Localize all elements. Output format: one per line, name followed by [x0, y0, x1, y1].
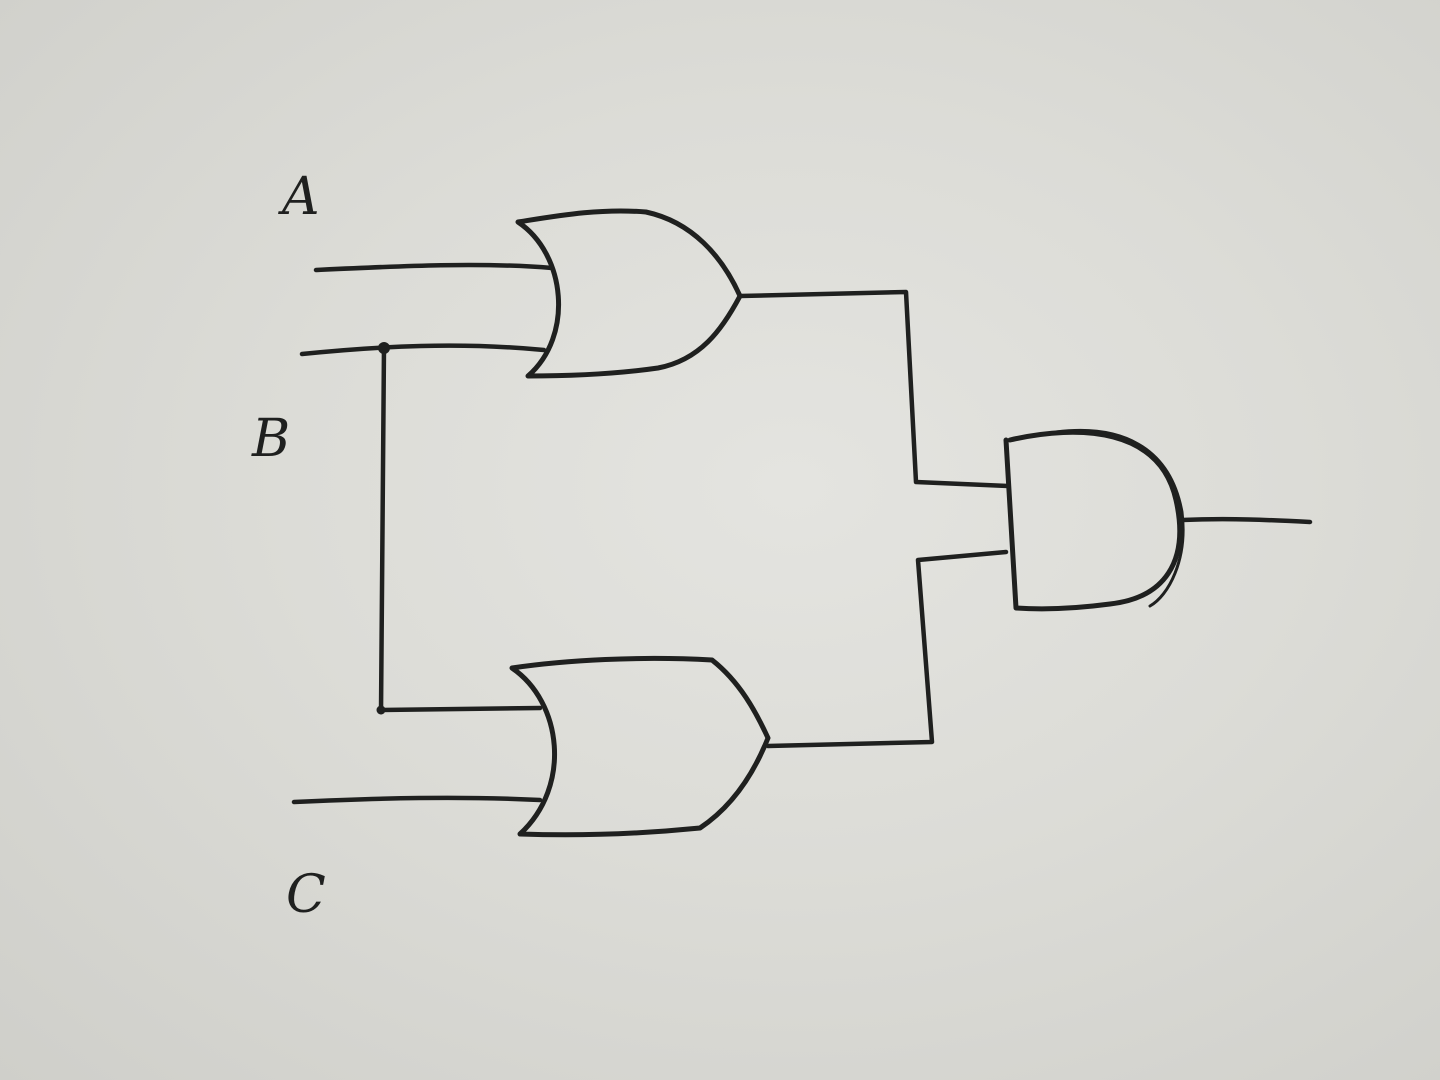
input-label-a: A	[278, 167, 320, 227]
wire-input-c	[291, 795, 543, 805]
junction-dot-b-bottom	[376, 705, 386, 715]
and-gate-retrace	[1054, 428, 1185, 608]
wire-bottom-or-output	[765, 549, 1009, 749]
input-label-c: C	[286, 865, 326, 925]
wire-input-a	[313, 262, 555, 273]
input-label-b: B	[251, 409, 290, 469]
wire-b-to-bottom-gate	[378, 705, 543, 713]
or-gate-top	[515, 208, 743, 379]
and-gate	[1003, 429, 1183, 612]
wire-top-or-output	[737, 289, 1011, 489]
wire-output	[1179, 516, 1313, 525]
wire-input-b	[299, 343, 547, 357]
wire-b-branch-vertical	[378, 343, 387, 715]
or-gate-bottom	[509, 655, 771, 838]
junction-dot-b	[378, 342, 390, 354]
